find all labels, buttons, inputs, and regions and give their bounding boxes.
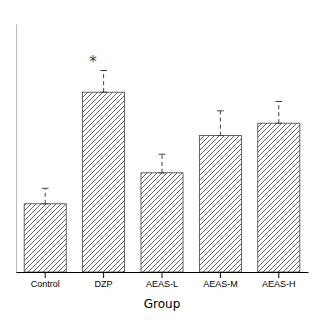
tick: AEAS-M <box>203 272 238 289</box>
bar <box>83 92 125 272</box>
tick: AEAS-L <box>146 272 178 289</box>
bar <box>141 173 183 272</box>
x-axis-title: Group <box>144 297 181 311</box>
error-cap <box>42 188 49 189</box>
tick-mark <box>103 272 104 278</box>
significance-marker: * <box>89 53 97 71</box>
tick-mark <box>278 272 279 278</box>
error-cap <box>42 203 49 204</box>
error-cap <box>100 70 107 71</box>
tick-label: AEAS-M <box>203 279 238 289</box>
chart: * Control DZP AEAS-L AEAS-M AEAS-H Group <box>0 0 320 320</box>
bar <box>258 123 300 272</box>
tick-mark <box>162 272 163 278</box>
tick: AEAS-H <box>262 272 296 289</box>
tick-label: AEAS-L <box>146 279 178 289</box>
error-cap <box>217 110 224 111</box>
error-cap <box>275 123 282 124</box>
y-axis <box>16 25 17 273</box>
axis-line <box>16 25 17 273</box>
tick-label: AEAS-H <box>262 279 296 289</box>
error-bar <box>103 71 104 93</box>
error-bar <box>220 111 221 136</box>
tick: Control <box>31 272 60 289</box>
tick-label: DZP <box>95 279 113 289</box>
plot: * Control DZP AEAS-L AEAS-M AEAS-H <box>17 25 309 290</box>
error-bar <box>45 188 46 204</box>
bar <box>24 204 66 272</box>
tick: DZP <box>95 272 113 289</box>
error-bar <box>162 154 163 173</box>
significance: * <box>89 53 97 71</box>
tick-mark <box>45 272 46 278</box>
error-cap <box>159 172 166 173</box>
error-bars <box>42 71 282 204</box>
error-cap <box>100 92 107 93</box>
tick-mark <box>220 272 221 278</box>
tick-label: Control <box>31 279 60 289</box>
error-bar <box>278 102 279 124</box>
marks <box>24 71 300 273</box>
bar <box>199 136 241 272</box>
error-cap <box>217 135 224 136</box>
error-cap <box>275 101 282 102</box>
error-cap <box>159 154 166 155</box>
x-axis: Control DZP AEAS-L AEAS-M AEAS-H <box>17 272 309 289</box>
